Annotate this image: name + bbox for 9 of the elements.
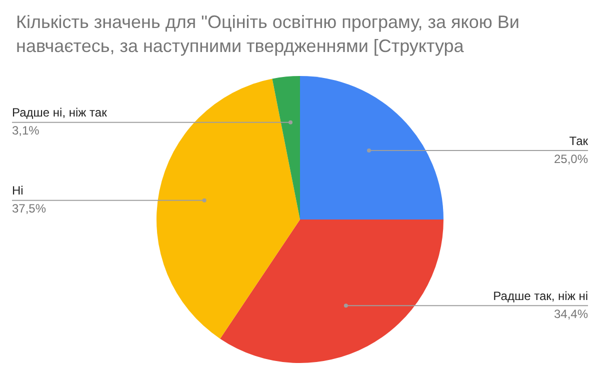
data-label: 37,5% <box>12 202 46 216</box>
slice-label: Ні <box>12 184 24 198</box>
data-label: 34,4% <box>554 306 588 321</box>
data-label: 3,1% <box>12 124 40 138</box>
slice-label: Радше ні, ніж так <box>12 106 108 120</box>
slice-label: Радше так, ніж ні <box>493 288 588 303</box>
slice-label: Так <box>569 134 589 148</box>
data-label: 25,0% <box>554 152 588 166</box>
chart-title: Кількість значень для "Оцініть освітню програму, за якою Ви навчаєтесь, за наступними твердженнями [Структура <box>16 11 520 58</box>
